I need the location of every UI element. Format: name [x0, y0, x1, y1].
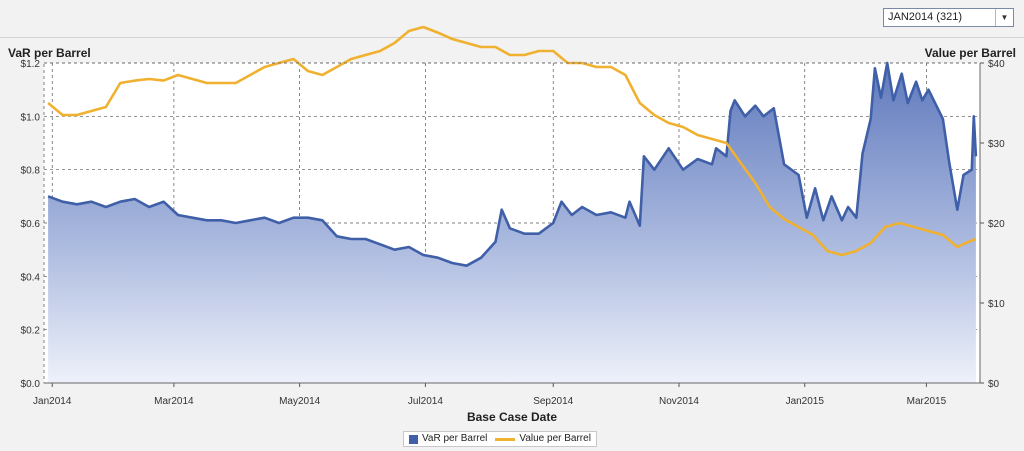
- y-tick-label-left: $0.8: [21, 166, 41, 177]
- chevron-down-icon[interactable]: ▼: [995, 9, 1013, 26]
- y-tick-label-right: $40: [988, 59, 1005, 70]
- toolbar-divider: [0, 37, 1024, 38]
- y-axis-right-title: Value per Barrel: [924, 46, 1016, 60]
- value-line: [47, 25, 977, 257]
- y-tick-label-right: $10: [988, 299, 1005, 310]
- y-axis-left-title: VaR per Barrel: [8, 46, 91, 60]
- x-tick-label: Mar2014: [154, 396, 194, 407]
- x-tick-label: Mar2015: [907, 396, 947, 407]
- y-tick-label-left: $0.4: [21, 272, 41, 283]
- y-tick-label-left: $1.0: [21, 112, 41, 123]
- top-toolbar: JAN2014 (321) ▼: [0, 0, 1024, 36]
- y-tick-label-left: $0.0: [21, 379, 41, 390]
- x-axis-title: Base Case Date: [467, 410, 557, 424]
- x-tick-label: Jul2014: [408, 396, 443, 407]
- y-tick-label-left: $0.2: [21, 326, 41, 337]
- y-tick-label-right: $20: [988, 219, 1005, 230]
- legend-item-value[interactable]: Value per Barrel: [495, 432, 591, 446]
- x-tick-label: Nov2014: [659, 396, 699, 407]
- var-area: [48, 63, 976, 383]
- y-tick-label-right: $0: [988, 379, 1000, 390]
- y-tick-label-left: $1.2: [21, 59, 41, 70]
- period-select-value: JAN2014 (321): [888, 11, 962, 23]
- period-select[interactable]: JAN2014 (321) ▼: [883, 8, 1014, 27]
- x-tick-label: Jan2014: [33, 396, 72, 407]
- y-tick-label-left: $0.6: [21, 219, 41, 230]
- x-tick-label: May2014: [279, 396, 321, 407]
- legend-item-var[interactable]: VaR per Barrel: [409, 432, 487, 446]
- var-line: [47, 61, 978, 267]
- x-tick-label: Sep2014: [533, 396, 573, 407]
- legend-swatch-value: [495, 437, 516, 441]
- x-tick-label: Jan2015: [786, 396, 825, 407]
- y-tick-label-right: $30: [988, 139, 1005, 150]
- legend-swatch-var: [409, 434, 418, 444]
- legend-label-value: Value per Barrel: [519, 433, 591, 444]
- legend: VaR per Barrel Value per Barrel: [403, 431, 597, 447]
- legend-label-var: VaR per Barrel: [422, 433, 488, 444]
